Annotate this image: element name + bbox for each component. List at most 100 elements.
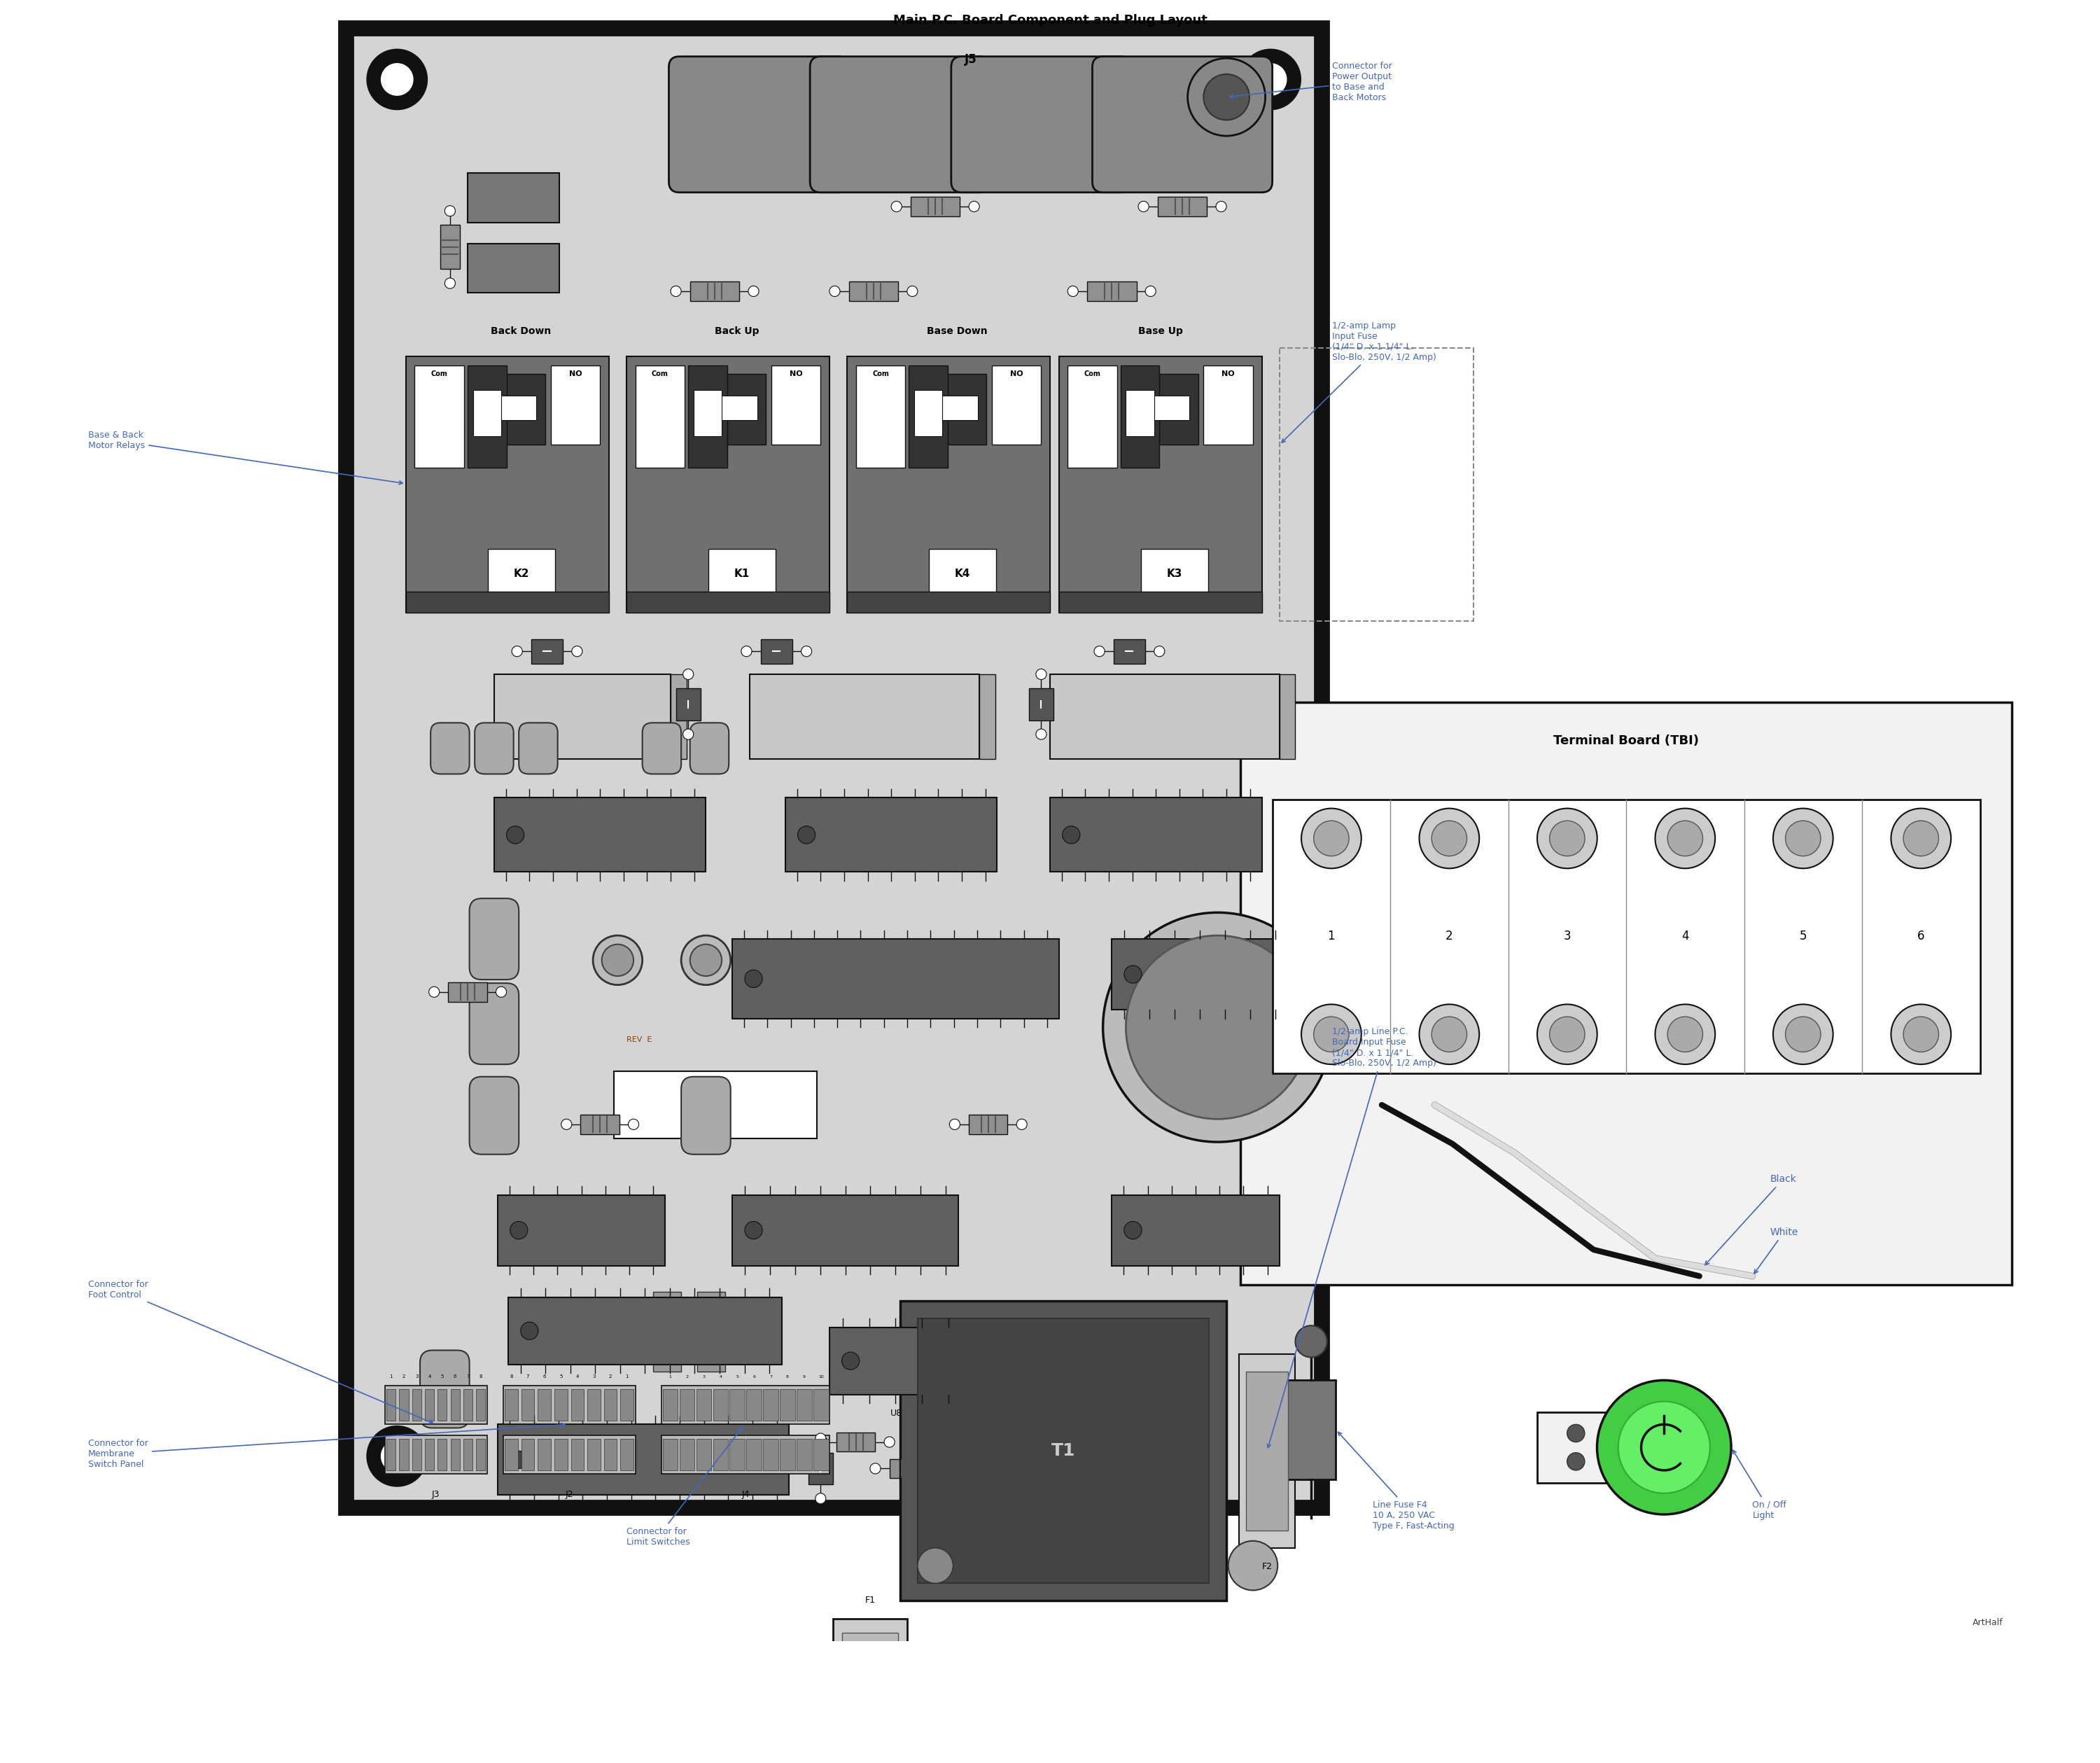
Text: Base Down: Base Down — [926, 326, 987, 337]
Circle shape — [1228, 1738, 1277, 1763]
Bar — [991, 365, 1042, 444]
Circle shape — [842, 1352, 859, 1370]
Circle shape — [1063, 827, 1079, 844]
FancyBboxPatch shape — [1092, 56, 1273, 192]
Circle shape — [1241, 1751, 1266, 1763]
Bar — [353, 35, 1315, 1500]
Bar — [504, 1439, 519, 1470]
Circle shape — [1296, 1326, 1327, 1358]
Bar — [437, 1389, 447, 1421]
Text: K1: K1 — [735, 568, 750, 578]
Bar — [714, 1389, 729, 1421]
Circle shape — [1550, 1017, 1586, 1053]
Bar — [1050, 673, 1279, 760]
Circle shape — [1567, 1425, 1586, 1442]
Bar — [662, 1386, 830, 1425]
Text: NO: NO — [1010, 370, 1023, 377]
Bar — [412, 1439, 422, 1470]
Bar — [508, 1298, 781, 1365]
Bar — [733, 940, 1058, 1019]
Bar — [464, 1439, 472, 1470]
Bar — [412, 1389, 422, 1421]
Circle shape — [1785, 822, 1821, 857]
Text: F1: F1 — [865, 1596, 876, 1604]
Bar — [493, 673, 670, 760]
Circle shape — [445, 206, 456, 217]
Text: 1/2-amp Line P.C.
Board Input Fuse
(1/4" D. x 1 1/4" L.
Slo-Blo, 250V, 1/2 Amp): 1/2-amp Line P.C. Board Input Fuse (1/4"… — [1266, 1028, 1436, 1447]
Circle shape — [1094, 645, 1105, 656]
Bar — [580, 1114, 620, 1134]
Circle shape — [691, 945, 722, 977]
Bar — [1273, 800, 1980, 1074]
Text: 7: 7 — [466, 1375, 470, 1379]
Text: 9: 9 — [802, 1375, 806, 1379]
Bar — [487, 548, 554, 598]
Bar — [605, 1439, 617, 1470]
Bar — [918, 1319, 1210, 1583]
Circle shape — [817, 1437, 827, 1447]
Bar — [1117, 1663, 1140, 1754]
Bar — [729, 1439, 746, 1470]
Text: Connector for
Limit Switches: Connector for Limit Switches — [626, 1426, 743, 1546]
Bar — [384, 1435, 487, 1474]
Circle shape — [1155, 645, 1166, 656]
Circle shape — [1035, 728, 1046, 739]
Bar — [796, 1439, 813, 1470]
Circle shape — [1772, 809, 1833, 869]
Text: 7: 7 — [769, 1375, 773, 1379]
Bar — [521, 1439, 533, 1470]
Bar — [475, 374, 546, 444]
Circle shape — [382, 63, 414, 95]
Circle shape — [869, 1463, 880, 1474]
Circle shape — [1231, 1684, 1277, 1730]
Circle shape — [521, 1322, 538, 1340]
Bar — [662, 1435, 830, 1474]
Text: 1: 1 — [1327, 931, 1336, 943]
Circle shape — [798, 827, 815, 844]
Text: 5: 5 — [1800, 931, 1806, 943]
Circle shape — [1189, 58, 1266, 136]
Bar — [620, 1439, 634, 1470]
Text: Com: Com — [430, 370, 447, 377]
FancyBboxPatch shape — [430, 723, 470, 774]
Bar — [472, 390, 502, 435]
Bar — [451, 1389, 460, 1421]
Bar — [554, 1439, 567, 1470]
Text: K2: K2 — [514, 568, 529, 578]
Circle shape — [735, 1684, 781, 1730]
Circle shape — [1667, 822, 1703, 857]
Bar — [1241, 702, 2012, 1285]
Bar — [468, 243, 559, 293]
Bar — [664, 1389, 678, 1421]
Bar — [1537, 1412, 1615, 1483]
Bar — [1021, 1663, 1046, 1754]
Bar — [1088, 282, 1136, 301]
Text: 1: 1 — [668, 1375, 672, 1379]
Bar — [1279, 673, 1296, 760]
Bar — [399, 1389, 410, 1421]
Circle shape — [949, 1120, 960, 1130]
Bar — [399, 1439, 410, 1470]
Circle shape — [1655, 1005, 1716, 1065]
Bar — [521, 1389, 533, 1421]
Circle shape — [802, 645, 813, 656]
Bar — [676, 688, 701, 719]
Text: Black: Black — [1705, 1174, 1795, 1264]
Bar — [1287, 1380, 1336, 1479]
Bar — [680, 1439, 695, 1470]
Bar — [1149, 1663, 1174, 1754]
Bar — [708, 548, 775, 598]
Bar — [760, 638, 792, 663]
Bar — [468, 173, 559, 222]
Bar — [750, 673, 979, 760]
FancyBboxPatch shape — [519, 723, 559, 774]
Text: NO: NO — [1222, 370, 1235, 377]
Text: 1/2-amp Lamp
Input Fuse
(1/4" D. x 1 1/4" L.
Slo-Blo, 250V, 1/2 Amp): 1/2-amp Lamp Input Fuse (1/4" D. x 1 1/4… — [1281, 321, 1436, 443]
Circle shape — [815, 1493, 825, 1504]
FancyBboxPatch shape — [470, 1077, 519, 1155]
Bar — [571, 1439, 584, 1470]
Circle shape — [918, 1548, 953, 1583]
Circle shape — [682, 668, 693, 679]
Circle shape — [1596, 1380, 1730, 1514]
Circle shape — [1254, 1440, 1287, 1472]
